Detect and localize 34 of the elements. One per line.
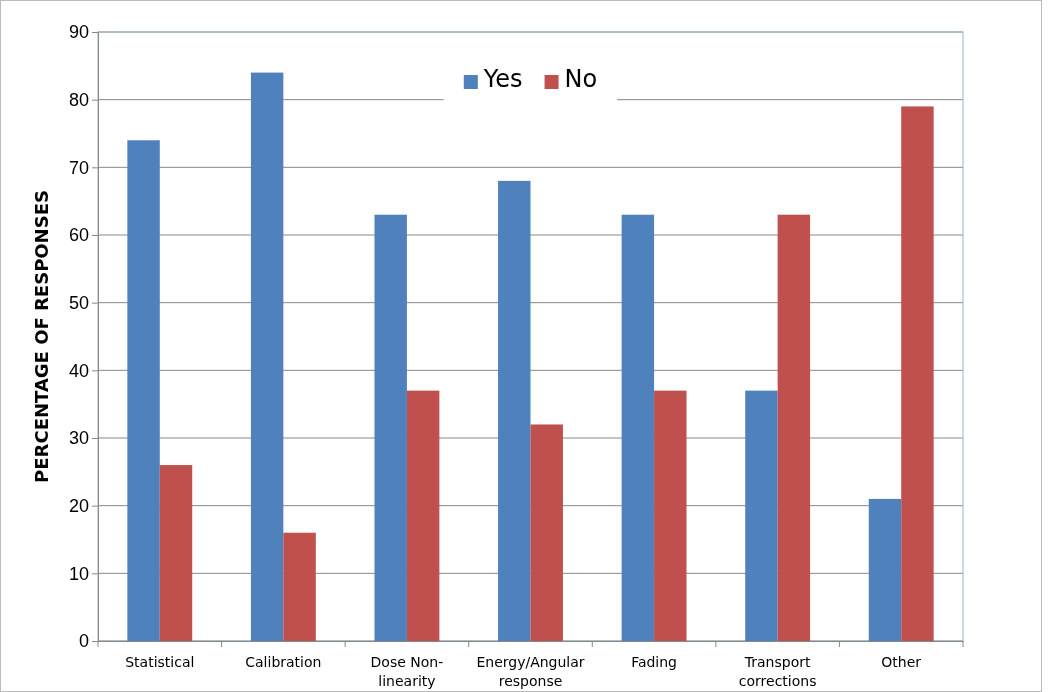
y-tick-label: 20: [68, 495, 89, 516]
bar: [498, 180, 531, 641]
bar: [406, 390, 440, 641]
y-tick-label: 30: [68, 428, 89, 449]
bar: [127, 140, 160, 641]
bar: [868, 498, 902, 641]
legend-label: Yes: [482, 65, 523, 93]
bar: [745, 390, 778, 641]
bar: [621, 214, 655, 641]
bar: [654, 390, 687, 641]
y-tick-label: 0: [78, 631, 89, 652]
y-tick-label: 10: [68, 563, 89, 584]
y-axis-title: PERCENTAGE OF RESPONSES: [31, 190, 52, 483]
y-tick-label: 60: [68, 225, 89, 246]
y-tick-label: 40: [68, 360, 89, 381]
x-tick-label: Fading: [631, 654, 678, 670]
legend-label: No: [564, 65, 598, 93]
bar: [901, 106, 934, 641]
bar: [777, 214, 811, 641]
x-tick-label: Energy/Angular response: [476, 654, 585, 689]
y-tick-label: 50: [68, 292, 89, 313]
x-tick-label: Transport corrections: [738, 654, 817, 689]
x-tick-label: Dose Non-linearity: [370, 654, 444, 689]
bar: [283, 532, 316, 641]
x-tick-label: Other: [881, 654, 922, 670]
x-tick-label: Calibration: [245, 654, 322, 670]
y-tick-label: 90: [68, 22, 89, 43]
bar: [374, 214, 407, 641]
bar: [250, 72, 284, 641]
bar: [530, 424, 563, 641]
y-tick-label: 80: [68, 89, 89, 110]
x-tick-label: Statistical: [125, 654, 195, 670]
y-tick-label: 70: [68, 157, 89, 178]
bar: [159, 465, 193, 641]
